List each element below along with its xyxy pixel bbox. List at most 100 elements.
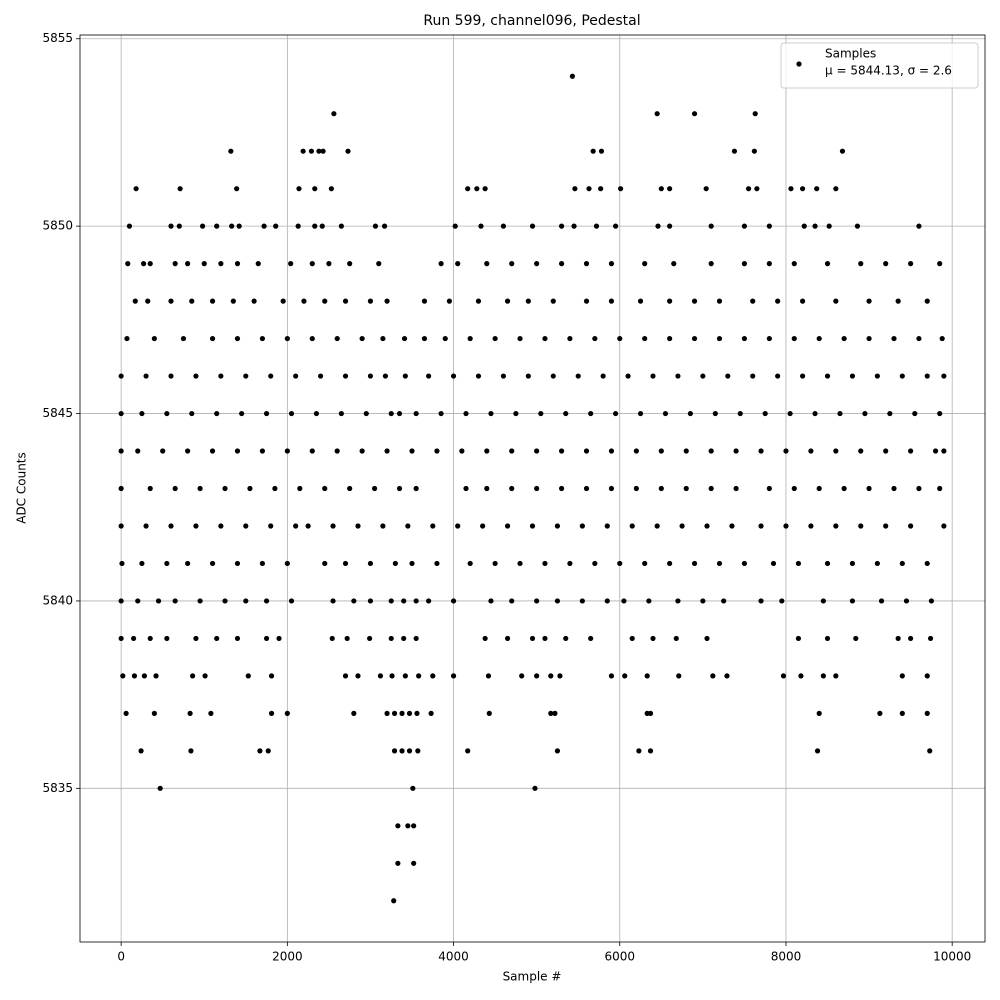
- data-point: [214, 410, 220, 417]
- data-point: [637, 410, 644, 417]
- data-point: [941, 448, 947, 454]
- data-point: [646, 598, 652, 604]
- data-point: [916, 485, 922, 492]
- data-point: [849, 598, 856, 604]
- data-point: [176, 223, 182, 229]
- data-point: [234, 448, 241, 454]
- data-point: [185, 560, 191, 567]
- data-point: [384, 710, 390, 716]
- data-point: [563, 635, 569, 642]
- y-tick-label: 5835: [42, 781, 73, 795]
- data-point: [647, 710, 654, 716]
- data-point: [916, 335, 922, 342]
- data-point: [676, 673, 682, 679]
- data-point: [209, 448, 216, 454]
- data-point: [636, 748, 642, 754]
- data-point: [197, 485, 203, 492]
- data-point: [833, 523, 839, 529]
- data-point: [658, 485, 664, 492]
- data-point: [716, 335, 723, 342]
- data-point: [862, 410, 868, 417]
- data-point: [798, 673, 804, 679]
- data-point: [924, 673, 930, 679]
- data-point: [841, 335, 847, 342]
- data-point: [752, 111, 758, 117]
- data-point: [617, 560, 623, 567]
- data-point: [180, 335, 187, 342]
- data-point: [236, 223, 242, 229]
- data-point: [416, 673, 422, 679]
- data-point: [808, 523, 814, 529]
- data-point: [883, 448, 889, 454]
- data-point: [833, 186, 839, 192]
- data-point: [428, 710, 434, 716]
- data-point: [814, 748, 821, 754]
- data-point: [667, 223, 673, 229]
- data-point: [712, 410, 718, 417]
- data-point: [450, 673, 457, 679]
- data-point: [434, 448, 440, 454]
- data-point: [504, 635, 511, 642]
- data-point: [824, 261, 831, 267]
- data-point: [725, 373, 731, 379]
- data-point: [590, 148, 596, 154]
- data-point: [177, 186, 183, 192]
- data-point: [193, 635, 199, 642]
- data-point: [395, 860, 401, 866]
- data-point: [446, 298, 452, 304]
- data-point: [569, 73, 575, 79]
- data-point: [411, 823, 417, 829]
- data-point: [123, 710, 129, 716]
- data-point: [293, 373, 299, 379]
- data-point: [816, 485, 822, 492]
- data-point: [168, 298, 174, 304]
- data-point: [284, 710, 290, 716]
- data-point: [791, 335, 797, 342]
- data-point: [185, 448, 191, 454]
- data-point: [517, 560, 523, 567]
- legend: Samples μ = 5844.13, σ = 2.6: [780, 42, 979, 89]
- data-point: [671, 261, 677, 267]
- data-point: [849, 560, 856, 567]
- data-point: [788, 186, 794, 192]
- data-point: [474, 186, 480, 192]
- data-point: [667, 298, 673, 304]
- data-point: [164, 635, 170, 642]
- data-point: [775, 298, 781, 304]
- data-point: [209, 298, 216, 304]
- data-point: [125, 261, 131, 267]
- data-point: [342, 560, 349, 567]
- data-point: [426, 598, 432, 604]
- data-point: [326, 261, 332, 267]
- data-point: [924, 298, 930, 304]
- data-point: [758, 523, 764, 529]
- data-point: [300, 148, 306, 154]
- data-point: [770, 560, 777, 567]
- data-point: [858, 523, 864, 529]
- data-point: [542, 635, 548, 642]
- data-point: [941, 373, 947, 379]
- data-point: [866, 335, 872, 342]
- data-point: [164, 560, 170, 567]
- data-point: [380, 335, 386, 342]
- data-point: [413, 598, 419, 604]
- data-point: [168, 223, 174, 229]
- data-point: [647, 748, 654, 754]
- data-point: [359, 448, 365, 454]
- grid: [80, 35, 985, 942]
- data-point: [345, 148, 351, 154]
- data-point: [376, 261, 382, 267]
- data-point: [399, 748, 405, 754]
- data-point: [384, 448, 390, 454]
- data-point: [208, 710, 214, 716]
- data-point: [409, 560, 415, 567]
- data-point: [272, 485, 278, 492]
- data-point: [655, 223, 661, 229]
- data-point: [465, 748, 471, 754]
- data-point: [140, 261, 147, 267]
- data-point: [667, 335, 673, 342]
- data-point: [382, 373, 389, 379]
- data-point: [245, 673, 251, 679]
- data-point: [745, 186, 752, 192]
